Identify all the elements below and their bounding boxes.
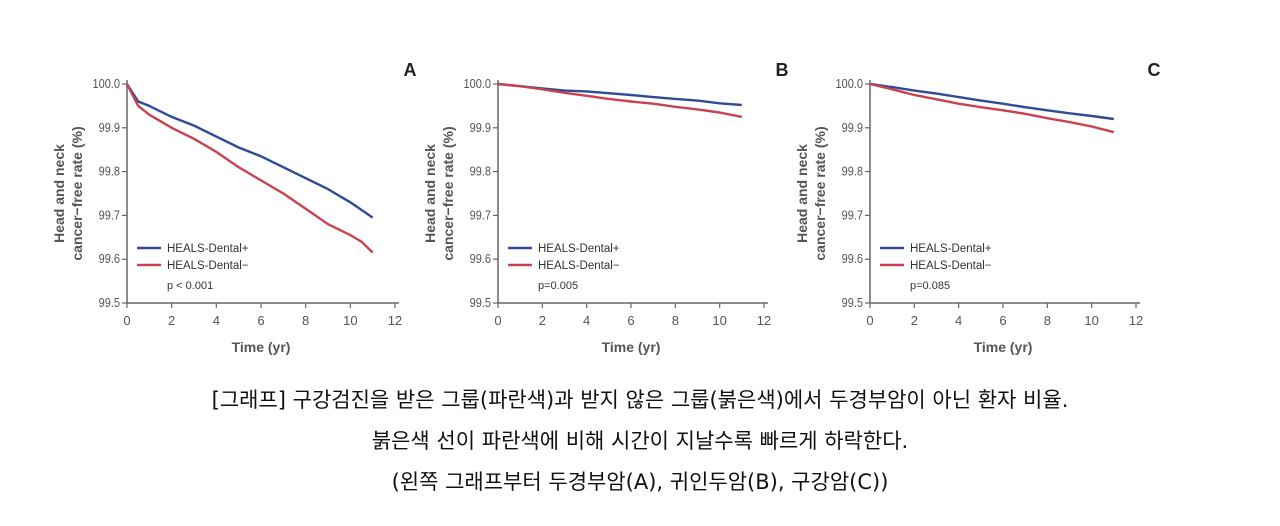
y-tick-label: 100.0 [463, 77, 491, 91]
x-tick-label: 6 [257, 313, 264, 328]
x-tick-label: 2 [911, 313, 918, 328]
x-tick-label: 0 [494, 313, 501, 328]
x-tick-label: 6 [627, 313, 634, 328]
y-axis-label-line-2: cancer−free rate (%) [812, 126, 828, 260]
legend-label: HEALS-Dental+ [538, 243, 620, 255]
y-tick-label: 100.0 [835, 77, 863, 91]
x-tick-label: 12 [757, 313, 771, 328]
y-tick-label: 99.8 [842, 165, 864, 179]
y-tick-label: 99.5 [470, 296, 492, 310]
p-value-annotation: p=0.085 [910, 280, 950, 292]
panel-label: C [1148, 60, 1161, 80]
series-line-dental-minus [497, 82, 743, 119]
y-tick-label: 100.0 [92, 77, 120, 91]
y-axis-label-line-1: Head and neck [794, 144, 810, 243]
caption-line-3: (왼쪽 그래프부터 두경부암(A), 귀인두암(B), 구강암(C)) [391, 470, 889, 494]
y-tick-label: 99.8 [99, 165, 121, 179]
x-tick-label: 10 [1084, 313, 1098, 328]
y-tick-label: 99.7 [470, 209, 491, 223]
y-tick-label: 99.8 [470, 165, 492, 179]
x-tick-label: 0 [123, 313, 130, 328]
legend-label: HEALS-Dental+ [910, 243, 992, 255]
series-line-dental-minus [869, 82, 1115, 134]
x-tick-label: 6 [999, 313, 1006, 328]
x-tick-label: 4 [583, 313, 590, 328]
x-tick-label: 8 [672, 313, 679, 328]
x-tick-label: 0 [866, 313, 873, 328]
x-tick-label: 10 [712, 313, 726, 328]
y-tick-label: 99.6 [842, 253, 864, 267]
y-tick-label: 99.7 [842, 209, 863, 223]
x-axis-label: Time (yr) [974, 339, 1033, 355]
caption-line-1: [그래프] 구강검진을 받은 그룹(파란색)과 받지 않은 그룹(붉은색)에서 … [211, 388, 1069, 412]
legend-label: HEALS-Dental+ [167, 243, 249, 255]
x-axis-label: Time (yr) [232, 339, 291, 355]
x-tick-label: 2 [539, 313, 546, 328]
panel-label: A [404, 60, 417, 80]
y-tick-label: 99.9 [470, 121, 491, 135]
y-axis-label-line-1: Head and neck [51, 144, 67, 243]
y-tick-label: 99.9 [99, 121, 120, 135]
legend-label: HEALS-Dental− [538, 260, 620, 272]
x-tick-label: 10 [343, 313, 357, 328]
series-line-dental-minus [125, 83, 374, 254]
charts-area: 0 2 4 6 8 10 12 99.5 99.6 99.7 99.8 99.9 100.0 Time (… [51, 60, 1161, 355]
series-line-dental-plus [869, 82, 1114, 121]
x-tick-label: 8 [302, 313, 309, 328]
caption-line-2: 붉은색 선이 파란색에 비해 시간이 지날수록 빠르게 하락한다. [371, 429, 909, 453]
legend-label: HEALS-Dental− [910, 260, 992, 272]
x-tick-label: 4 [213, 313, 220, 328]
y-axis-label-line-2: cancer−free rate (%) [69, 126, 85, 260]
y-axis-label-line-2: cancer−free rate (%) [440, 126, 456, 260]
x-tick-label: 8 [1044, 313, 1051, 328]
y-tick-label: 99.7 [99, 209, 120, 223]
x-tick-label: 12 [388, 313, 402, 328]
x-tick-label: 2 [168, 313, 175, 328]
x-tick-label: 12 [1129, 313, 1143, 328]
p-value-annotation: p < 0.001 [167, 280, 213, 292]
panel-label: B [776, 60, 789, 80]
chart-panel-c: 0 2 4 6 8 10 12 99.5 99.6 99.7 99.8 99.9 100.0 Time (… [794, 60, 1161, 355]
x-tick-label: 4 [955, 313, 962, 328]
x-axis-label: Time (yr) [602, 339, 661, 355]
y-tick-label: 99.6 [99, 253, 121, 267]
y-tick-label: 99.5 [99, 296, 121, 310]
series-line-dental-plus [125, 83, 374, 219]
y-tick-label: 99.9 [842, 121, 863, 135]
chart-panel-a: 0 2 4 6 8 10 12 99.5 99.6 99.7 99.8 99.9 100.0 Time (… [51, 60, 417, 355]
chart-panel-b: 0 2 4 6 8 10 12 99.5 99.6 99.7 99.8 99.9 100.0 Time (… [422, 60, 789, 355]
legend-label: HEALS-Dental− [167, 260, 249, 272]
p-value-annotation: p=0.005 [538, 280, 578, 292]
y-tick-label: 99.6 [470, 253, 492, 267]
y-tick-label: 99.5 [842, 296, 864, 310]
y-axis-label-line-1: Head and neck [422, 144, 438, 243]
